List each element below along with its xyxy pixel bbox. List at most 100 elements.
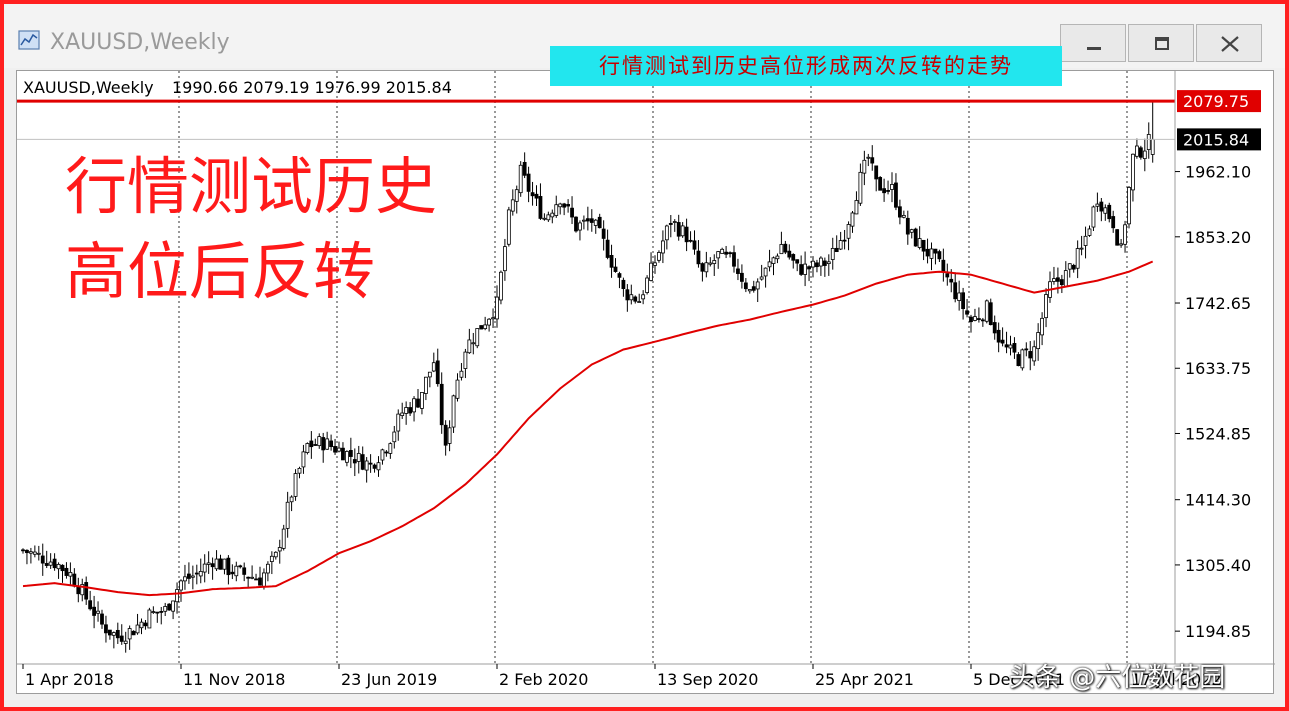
candle-body	[412, 398, 416, 413]
candle-body	[1142, 150, 1147, 160]
candle-body	[546, 214, 551, 221]
x-tick-label: 25 Apr 2021	[815, 670, 914, 689]
y-tick-label: 1742.65	[1185, 294, 1251, 313]
window-title: XAUUSD,Weekly	[50, 30, 230, 55]
current-price-label: 2015.84	[1183, 130, 1249, 149]
candle-body	[751, 286, 756, 291]
maximize-button[interactable]	[1128, 24, 1194, 62]
candle-body	[826, 261, 831, 265]
candle-body	[1075, 248, 1080, 269]
candle-body	[190, 575, 195, 578]
candle-body	[1056, 277, 1060, 282]
candle-body	[980, 319, 985, 322]
candle-body	[1004, 344, 1009, 348]
candle-body	[499, 271, 503, 301]
candle-body	[186, 573, 191, 579]
candle-body	[1111, 216, 1116, 229]
candle-body	[720, 248, 725, 254]
candle-body	[491, 317, 495, 320]
candle-body	[317, 436, 322, 447]
maximize-icon	[1155, 37, 1169, 50]
candle-body	[1020, 349, 1025, 369]
candle-body	[455, 379, 460, 399]
resistance-price-tag	[1177, 90, 1261, 113]
candle-body	[463, 351, 468, 369]
candle-body	[965, 310, 969, 315]
candle-body	[680, 225, 685, 237]
candle-body	[289, 496, 294, 503]
candle-body	[1127, 187, 1131, 225]
candle-body	[866, 156, 871, 159]
chart-area[interactable]: 1962.10 1853.20 1742.65 1633.75 1524.85 1414.…	[16, 70, 1275, 694]
candle-body	[684, 226, 689, 243]
candle-body	[356, 453, 361, 462]
candle-body	[309, 440, 314, 448]
candle-body	[135, 624, 140, 634]
candle-body	[1103, 207, 1108, 214]
candle-body	[1138, 147, 1143, 158]
candle-body	[1135, 145, 1139, 157]
y-tick-label: 1962.10	[1185, 163, 1251, 182]
candle-body	[376, 462, 381, 471]
candle-body	[668, 222, 673, 225]
candle-body	[542, 217, 547, 220]
candle-body	[1052, 278, 1056, 282]
candle-body	[1040, 317, 1044, 336]
candle-body	[570, 207, 574, 218]
moving-average-line	[22, 260, 1154, 597]
candle-body	[530, 192, 535, 197]
candle-body	[380, 449, 385, 461]
candle-body	[396, 413, 401, 432]
candle-body	[467, 339, 472, 354]
x-tick-label: 17 Jul 2022	[1131, 670, 1222, 689]
candle-body	[961, 292, 965, 310]
candle-body	[582, 219, 586, 222]
watermark: 头条 @六位数花园	[1009, 663, 1226, 693]
candle-body	[854, 200, 859, 215]
candle-body	[609, 254, 614, 268]
candle-body	[273, 551, 278, 558]
candle-body	[1123, 224, 1127, 245]
candlestick-chart: 1962.10 1853.20 1742.65 1633.75 1524.85 1414.…	[17, 71, 1275, 689]
candle-body	[1024, 348, 1029, 351]
candle-body	[846, 224, 851, 239]
candle-body	[1032, 346, 1037, 362]
candle-body	[1091, 206, 1096, 228]
ohlc-readout: 1990.66 2079.19 1976.99 2015.84	[172, 78, 452, 97]
candle-body	[123, 640, 128, 644]
candle-body	[905, 217, 910, 235]
candle-body	[151, 611, 156, 614]
candle-body	[254, 578, 258, 581]
candle-body	[534, 193, 539, 199]
candle-body	[115, 629, 120, 639]
candle-body	[822, 260, 827, 266]
candle-body	[799, 264, 804, 275]
candle-body	[297, 467, 302, 474]
candle-body	[653, 262, 657, 266]
candle-body	[1044, 294, 1048, 319]
candle-body	[775, 255, 780, 260]
candle-body	[716, 251, 721, 259]
candle-body	[293, 473, 298, 497]
y-tick-label: 1194.85	[1185, 622, 1251, 641]
candle-body	[1063, 270, 1068, 287]
candle-body	[194, 572, 199, 575]
annotation-banner: 行情测试到历史高位形成两次反转的走势	[550, 46, 1062, 86]
candle-body	[32, 551, 37, 555]
minimize-button[interactable]	[1060, 24, 1126, 62]
candle-body	[973, 316, 977, 321]
candle-body	[131, 630, 136, 636]
candle-body	[265, 563, 270, 574]
candle-body	[451, 395, 456, 428]
candle-body	[502, 246, 507, 272]
close-button[interactable]	[1196, 24, 1262, 62]
y-tick-label: 1305.40	[1185, 556, 1251, 575]
candle-body	[483, 324, 488, 330]
y-tick-label: 1633.75	[1185, 359, 1251, 378]
candle-body	[929, 248, 934, 259]
candle-body	[44, 563, 49, 566]
candle-body	[139, 621, 144, 629]
candle-body	[566, 204, 570, 207]
candle-body	[708, 262, 713, 265]
candle-body	[76, 586, 81, 595]
